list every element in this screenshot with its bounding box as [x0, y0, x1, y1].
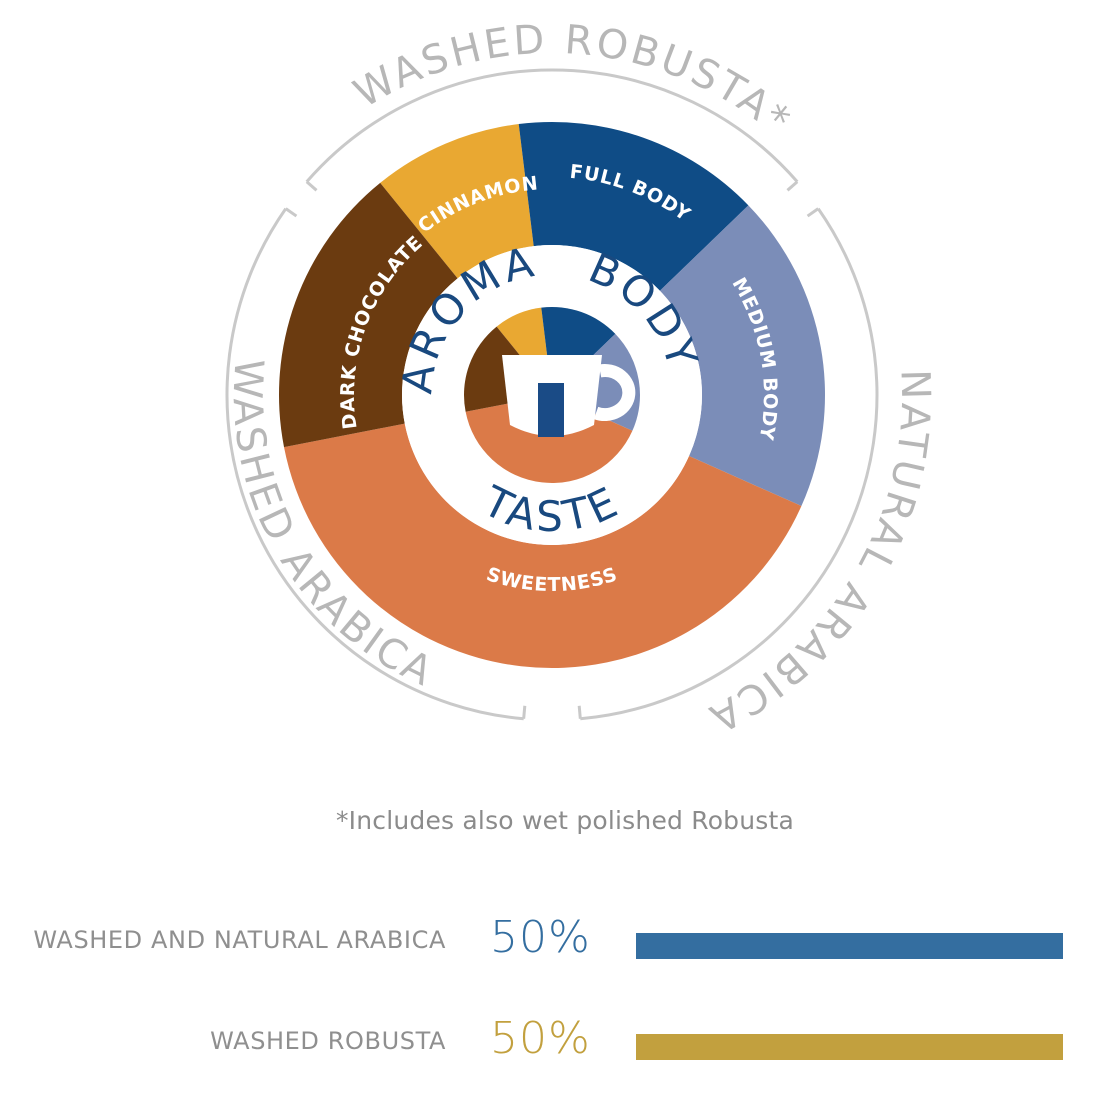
origin-tick: [577, 705, 582, 719]
composition-label: WASHED ROBUSTA: [210, 1027, 446, 1055]
composition-bar-track: [636, 1034, 1063, 1060]
origin-tick: [305, 180, 318, 192]
origin-tick: [522, 705, 527, 719]
origin-arc: [305, 68, 799, 183]
composition-bar-track: [636, 933, 1063, 959]
origin-arc: [225, 207, 524, 721]
origin-ring: [225, 68, 879, 721]
segment-full-body: [518, 122, 749, 291]
flavor-segments: [279, 122, 825, 668]
segment-dark-chocolate: [279, 182, 458, 448]
composition-row-arabica: WASHED AND NATURAL ARABICA 50%: [0, 912, 1100, 972]
composition-label: WASHED AND NATURAL ARABICA: [33, 926, 446, 954]
composition-row-robusta: WASHED ROBUSTA 50%: [0, 1013, 1100, 1073]
origin-tick: [284, 207, 298, 218]
segment-cinnamon: [380, 124, 534, 279]
composition-percent: 50%: [490, 912, 591, 963]
footnote: *Includes also wet polished Robusta: [335, 806, 795, 835]
origin-tick: [806, 207, 820, 218]
composition-bar: [636, 933, 1063, 959]
coffee-cup-icon: [502, 355, 636, 437]
composition-percent: 50%: [490, 1013, 591, 1064]
segment-sweetness: [284, 423, 802, 668]
origin-tick: [786, 180, 799, 192]
origin-arc: [580, 207, 879, 721]
composition-bar: [636, 1034, 1063, 1060]
segment-medium-body: [659, 205, 825, 507]
